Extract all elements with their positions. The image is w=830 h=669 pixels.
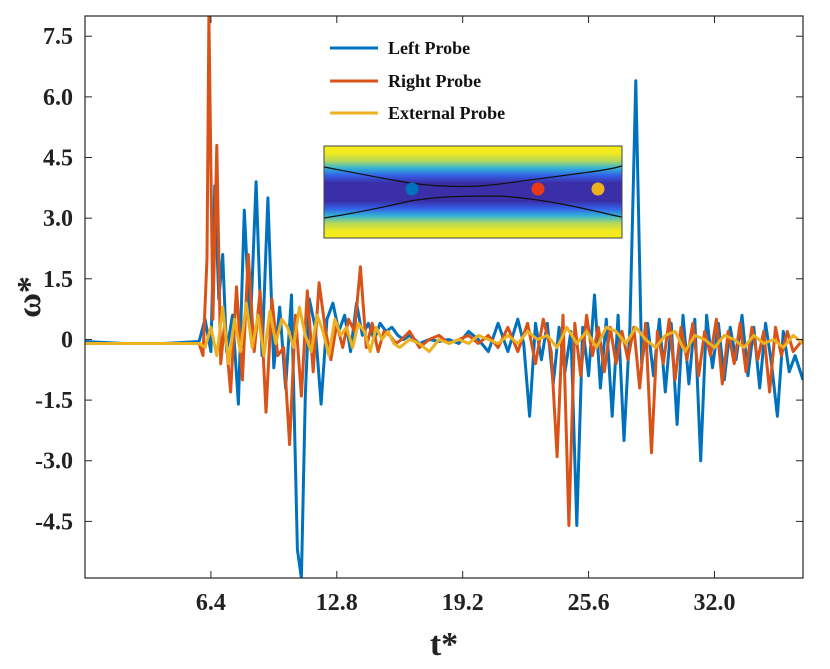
legend-label-external-probe: External Probe: [388, 103, 505, 123]
external-probe-line: [85, 301, 803, 366]
legend-label-left-probe: Left Probe: [388, 38, 470, 58]
plot-background: [85, 16, 803, 578]
inset-image: [323, 145, 623, 239]
ticks-layer: 6.4 12.8 19.2 25.6 32.0 7.5 6.0 4.5 3.0 1.5 0 -1.5 -…: [35, 16, 803, 616]
x-axis-label: t*: [430, 626, 458, 663]
y-tick-label: 0: [61, 327, 73, 353]
right-probe-line: [85, 16, 803, 527]
legend-label-right-probe: Right Probe: [388, 71, 481, 91]
inset-field: [324, 146, 622, 238]
y-tick-label: 7.5: [43, 24, 73, 50]
y-tick-label: 3.0: [43, 206, 73, 232]
inset-frame: [323, 145, 623, 239]
plot-frame: [84, 15, 804, 579]
left-probe-marker: [405, 182, 419, 196]
y-axis-label: ω*: [11, 276, 48, 318]
right-probe-marker: [531, 182, 545, 196]
inset-upper-boundary: [323, 165, 623, 188]
x-tick-label: 12.8: [316, 590, 358, 616]
y-tick-label: 4.5: [43, 146, 73, 172]
y-tick-label: 1.5: [43, 267, 73, 293]
legend: Left Probe Right Probe External Probe: [330, 38, 505, 123]
x-tick-label: 25.6: [568, 590, 610, 616]
y-tick-label: -3.0: [35, 449, 73, 475]
external-probe-marker: [591, 182, 605, 196]
y-tick-label: -1.5: [35, 388, 73, 414]
y-tick-label: 6.0: [43, 85, 73, 111]
x-tick-label: 6.4: [196, 590, 226, 616]
inset-lower-boundary: [323, 195, 623, 219]
y-tick-label: -4.5: [35, 509, 73, 535]
x-tick-label: 19.2: [442, 590, 484, 616]
x-tick-label: 32.0: [693, 590, 735, 616]
series-layer: [85, 16, 803, 578]
